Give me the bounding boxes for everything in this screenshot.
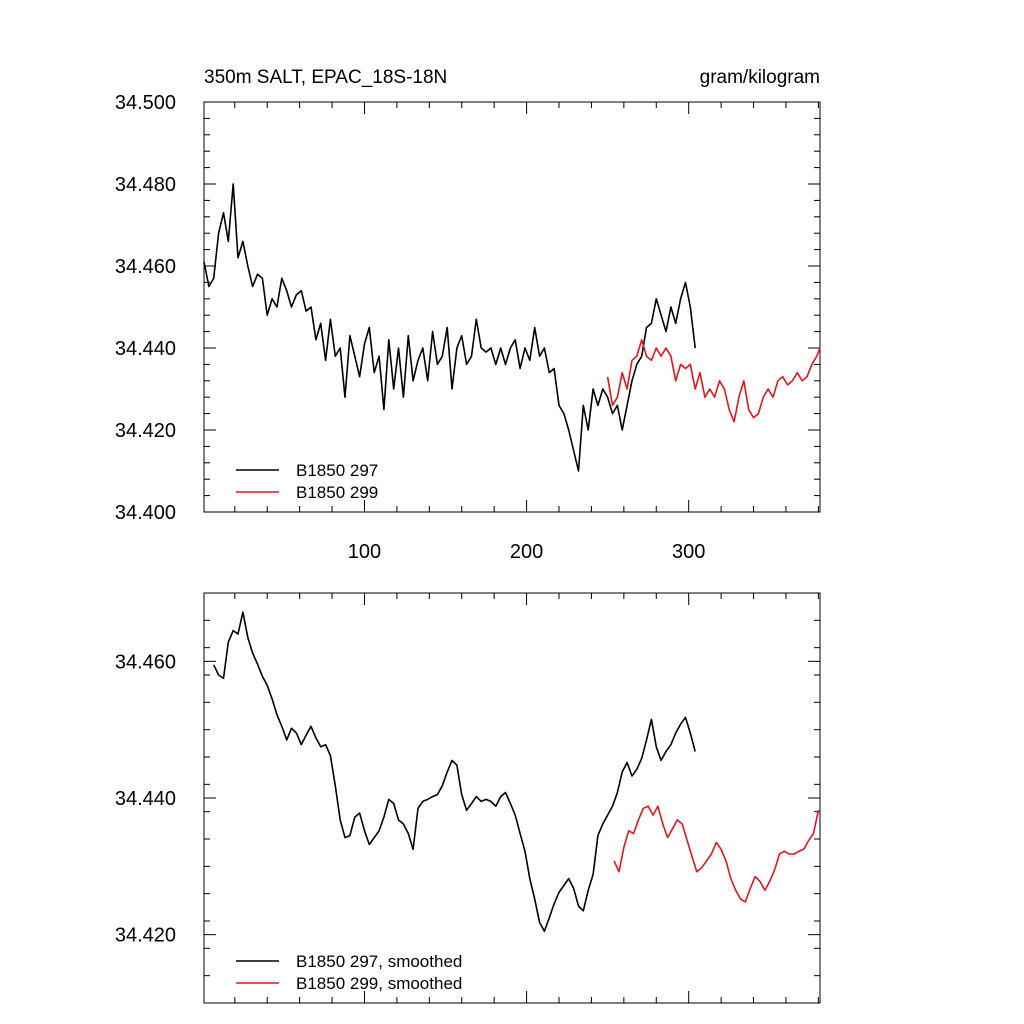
x-tick-label: 200 (510, 541, 543, 563)
legend-label: B1850 299, smoothed (296, 974, 462, 993)
legend-label: B1850 297 (296, 461, 378, 480)
chart-units: gram/kilogram (700, 67, 820, 88)
y-tick-label: 34.440 (115, 338, 176, 360)
series-line-b1850-299 (613, 805, 820, 903)
y-tick-label: 34.460 (115, 256, 176, 278)
x-tick-label: 100 (348, 541, 381, 563)
series-line-b1850-297 (212, 611, 696, 933)
y-tick-label: 34.500 (115, 92, 176, 114)
y-tick-label: 34.420 (115, 420, 176, 442)
y-tick-label: 34.460 (115, 651, 176, 673)
bottom-panel: 34.420 34.440 34.460 B1850 297, smoothed B18… (115, 592, 821, 1004)
series-line-b1850-297 (203, 183, 696, 472)
y-tick-label: 34.440 (115, 788, 176, 810)
x-tick-label: 300 (672, 541, 705, 563)
y-tick-label: 34.420 (115, 925, 176, 947)
y-tick-label: 34.480 (115, 174, 176, 196)
plot-frame (203, 592, 821, 1004)
legend-label: B1850 297, smoothed (296, 952, 462, 971)
y-tick-label: 34.400 (115, 502, 176, 524)
series-line-b1850-299 (606, 338, 821, 423)
chart-title: 350m SALT, EPAC_18S-18N (204, 67, 447, 88)
top-panel: 350m SALT, EPAC_18S-18N gram/kilogram 34… (115, 67, 821, 563)
plot-frame (203, 101, 821, 513)
legend-label: B1850 299 (296, 483, 378, 502)
